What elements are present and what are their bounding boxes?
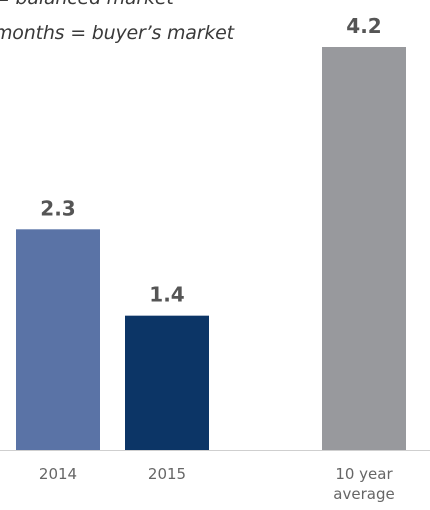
value-label: 1.4 (149, 283, 184, 307)
market-annotation-balanced: = balanced market (0, 0, 174, 9)
bar-2015 (125, 315, 209, 450)
x-tick-label: 2015 (148, 465, 186, 483)
x-tick-label: 2014 (39, 465, 77, 483)
bar-2014 (16, 229, 100, 450)
value-label: 2.3 (40, 196, 75, 220)
bar-10-year-average (322, 47, 406, 450)
market-annotation-buyers: months = buyer’s market (0, 22, 234, 44)
value-label: 4.2 (346, 14, 381, 38)
x-tick-label: 10 year average (333, 465, 394, 503)
